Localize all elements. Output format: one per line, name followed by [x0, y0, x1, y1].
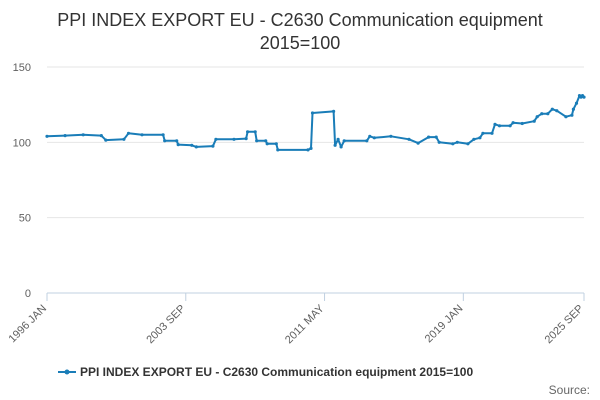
data-point[interactable] — [175, 139, 179, 143]
y-tick-label: 0 — [25, 288, 31, 300]
data-point[interactable] — [508, 124, 512, 128]
data-point[interactable] — [520, 121, 524, 126]
data-point[interactable] — [532, 119, 536, 123]
data-point[interactable] — [45, 134, 49, 138]
y-tick-label: 100 — [13, 137, 31, 149]
data-point[interactable] — [163, 139, 167, 143]
y-tick-label: 50 — [19, 213, 31, 225]
data-point[interactable] — [582, 95, 586, 99]
gridlines — [47, 66, 584, 219]
data-point[interactable] — [416, 141, 420, 145]
data-point[interactable] — [570, 113, 574, 117]
data-point[interactable] — [309, 146, 313, 150]
legend[interactable]: PPI INDEX EXPORT EU - C2630 Communicatio… — [58, 365, 473, 379]
data-point[interactable] — [104, 138, 108, 142]
data-point[interactable] — [472, 137, 476, 141]
data-point[interactable] — [497, 124, 502, 128]
data-point[interactable] — [253, 130, 257, 134]
data-point[interactable] — [389, 134, 393, 138]
data-point[interactable] — [451, 142, 455, 146]
y-tick-label: 150 — [13, 62, 31, 74]
x-tick-label: 2011 MAY — [283, 302, 327, 346]
data-point[interactable] — [176, 143, 180, 147]
data-point[interactable] — [274, 142, 278, 146]
series-line — [46, 94, 585, 151]
source-label: Source: — [549, 383, 590, 397]
data-point[interactable] — [306, 148, 310, 152]
data-point[interactable] — [493, 122, 497, 126]
data-point[interactable] — [372, 136, 376, 140]
data-point[interactable] — [564, 115, 568, 119]
data-point[interactable] — [265, 142, 269, 146]
data-point[interactable] — [126, 131, 131, 135]
data-point[interactable] — [342, 139, 346, 143]
data-point[interactable] — [574, 101, 579, 105]
data-point[interactable] — [333, 143, 337, 147]
data-point[interactable] — [571, 107, 576, 111]
y-axis: 0 50 100 150 — [13, 62, 31, 300]
data-point[interactable] — [332, 109, 336, 113]
data-point[interactable] — [310, 111, 315, 115]
data-point[interactable] — [407, 137, 411, 141]
x-tick-label: 2003 SEP — [144, 303, 188, 347]
data-point[interactable] — [244, 137, 248, 141]
data-point[interactable] — [232, 137, 236, 141]
data-point[interactable] — [490, 131, 494, 135]
data-point[interactable] — [122, 137, 126, 141]
data-point[interactable] — [336, 137, 340, 141]
data-point[interactable] — [211, 144, 215, 148]
data-point[interactable] — [555, 109, 559, 113]
data-point[interactable] — [63, 134, 67, 138]
chart-title-line2: 2015=100 — [260, 33, 341, 53]
data-point[interactable] — [99, 134, 103, 138]
data-point[interactable] — [365, 139, 369, 143]
data-point[interactable] — [535, 115, 539, 119]
data-point[interactable] — [339, 145, 343, 149]
data-point[interactable] — [478, 136, 482, 140]
data-point[interactable] — [161, 133, 165, 137]
data-point[interactable] — [194, 145, 198, 149]
data-point[interactable] — [546, 112, 550, 116]
data-point[interactable] — [214, 137, 218, 141]
data-point[interactable] — [246, 130, 250, 134]
data-point[interactable] — [437, 140, 441, 144]
data-point[interactable] — [276, 148, 280, 152]
data-point[interactable] — [540, 112, 544, 116]
legend-dot-marker — [64, 369, 70, 375]
chart-title-line1: PPI INDEX EXPORT EU - C2630 Communicatio… — [57, 10, 543, 30]
data-point[interactable] — [434, 135, 438, 139]
data-point[interactable] — [255, 139, 259, 143]
data-point[interactable] — [81, 133, 85, 137]
x-tick-label: 2025 SEP — [543, 303, 587, 347]
data-point[interactable] — [481, 131, 485, 135]
legend-label[interactable]: PPI INDEX EXPORT EU - C2630 Communicatio… — [80, 365, 473, 379]
data-point[interactable] — [140, 133, 144, 137]
x-tick-label: 1996 JAN — [6, 303, 49, 346]
series — [45, 94, 586, 152]
series-layer — [45, 94, 586, 152]
data-point[interactable] — [455, 140, 459, 144]
x-tick-label: 2019 JAN — [423, 303, 466, 346]
data-point[interactable] — [550, 107, 554, 111]
data-point[interactable] — [368, 134, 372, 138]
data-point[interactable] — [264, 139, 268, 143]
data-point[interactable] — [466, 142, 470, 146]
x-axis: 1996 JAN 2003 SEP 2011 MAY 2019 JAN 2025 SEP — [6, 292, 587, 347]
data-point[interactable] — [511, 121, 515, 125]
data-point[interactable] — [190, 143, 194, 147]
data-point[interactable] — [427, 135, 431, 139]
